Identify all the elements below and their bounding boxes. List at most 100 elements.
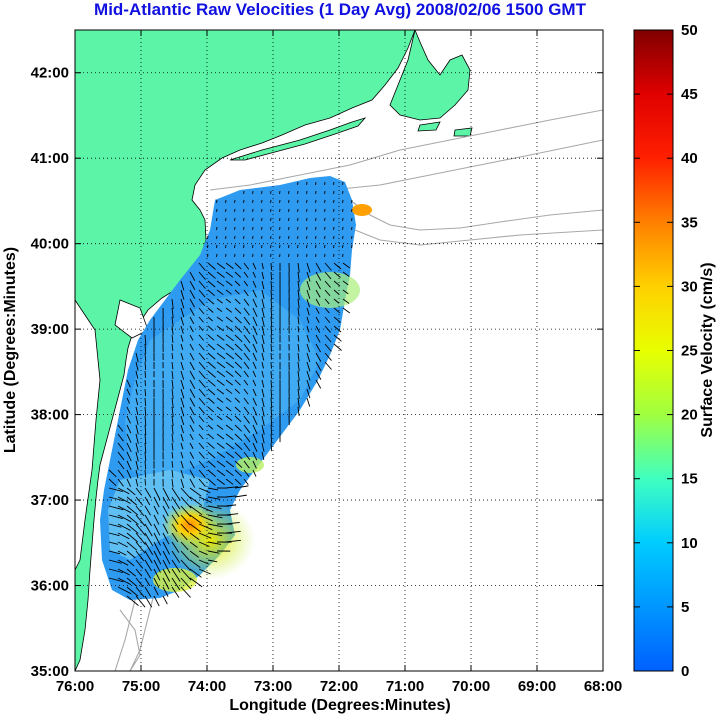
velocity-arrow bbox=[261, 361, 264, 369]
velocity-arrow bbox=[126, 460, 132, 471]
velocity-arrow bbox=[243, 469, 250, 477]
velocity-arrow bbox=[135, 541, 146, 554]
y-tick-label: 41:00 bbox=[31, 150, 69, 167]
velocity-arrow bbox=[297, 397, 300, 408]
velocity-arrow bbox=[171, 532, 179, 543]
velocity-arrow bbox=[153, 577, 160, 588]
velocity-arrow bbox=[162, 559, 171, 574]
velocity-arrow bbox=[234, 280, 241, 287]
velocity-arrow bbox=[135, 352, 139, 363]
velocity-arrow bbox=[144, 514, 152, 527]
velocity-arrow bbox=[180, 379, 185, 390]
velocity-arrow bbox=[108, 550, 121, 555]
velocity-arrow bbox=[126, 379, 131, 388]
velocity-arrow bbox=[225, 379, 234, 386]
velocity-arrow bbox=[135, 523, 146, 536]
velocity-arrow bbox=[198, 298, 206, 306]
velocity-arrow bbox=[153, 586, 159, 596]
colorbar-tick-label: 10 bbox=[681, 535, 698, 552]
velocity-arrow bbox=[171, 433, 174, 443]
velocity-arrow bbox=[198, 433, 204, 440]
velocity-arrow bbox=[297, 280, 300, 291]
velocity-arrow bbox=[261, 379, 265, 388]
plot-area bbox=[75, 30, 603, 671]
velocity-arrow bbox=[198, 379, 206, 388]
y-axis-ticks: 42:00 41:00 40:00 39:00 38:00 37:00 36:00 35:00 bbox=[31, 65, 603, 680]
velocity-arrow bbox=[189, 541, 198, 548]
velocity-arrow bbox=[117, 550, 127, 556]
velocity-arrow bbox=[216, 352, 226, 360]
velocity-arrow bbox=[198, 334, 205, 341]
velocity-arrow bbox=[234, 289, 240, 295]
velocity-arrow bbox=[243, 280, 249, 287]
velocity-arrow bbox=[315, 307, 320, 314]
velocity-arrow bbox=[117, 487, 130, 495]
velocity-arrow bbox=[207, 478, 216, 486]
velocity-arrow bbox=[144, 370, 147, 378]
velocity-arrow bbox=[171, 388, 174, 399]
velocity-arrow bbox=[225, 397, 232, 403]
velocity-arrow bbox=[126, 523, 139, 534]
velocity-arrow bbox=[306, 334, 310, 343]
velocity-arrow bbox=[207, 316, 213, 322]
velocity-arrow bbox=[153, 505, 159, 515]
velocity-arrow bbox=[144, 496, 151, 506]
velocity-arrow bbox=[180, 478, 185, 488]
velocity-arrow bbox=[126, 442, 132, 453]
velocity-arrow bbox=[234, 485, 249, 489]
velocity-arrow bbox=[306, 379, 311, 390]
velocity-arrow bbox=[189, 505, 203, 516]
velocity-arrow bbox=[126, 397, 131, 404]
velocity-arrow bbox=[198, 262, 206, 271]
velocity-arrow bbox=[216, 280, 225, 287]
velocity-arrow bbox=[252, 280, 257, 288]
velocity-arrow bbox=[243, 262, 250, 270]
velocity-arrow bbox=[189, 361, 195, 371]
velocity-arrow bbox=[144, 577, 151, 587]
velocity-arrow bbox=[126, 487, 136, 496]
velocity-arrow bbox=[315, 343, 321, 353]
velocity-arrow bbox=[153, 568, 161, 581]
y-tick-label: 37:00 bbox=[31, 492, 69, 509]
velocity-arrow bbox=[252, 388, 257, 397]
velocity-arrow bbox=[198, 370, 206, 379]
velocity-arrow bbox=[180, 577, 192, 590]
velocity-arrow bbox=[153, 487, 161, 500]
velocity-arrow bbox=[162, 550, 171, 565]
velocity-arrow bbox=[252, 325, 258, 336]
velocity-arrow bbox=[171, 316, 174, 327]
velocity-arrow bbox=[270, 271, 273, 281]
velocity-arrow bbox=[261, 307, 265, 318]
velocity-arrow bbox=[207, 307, 214, 313]
velocity-arrow bbox=[144, 532, 154, 546]
velocity-arrow bbox=[261, 334, 265, 345]
velocity-arrow bbox=[198, 406, 205, 414]
velocity-arrow bbox=[207, 460, 216, 468]
velocity-arrow bbox=[189, 316, 195, 325]
velocity-arrow bbox=[234, 478, 242, 485]
velocity-arrow bbox=[306, 361, 311, 372]
velocity-arrow bbox=[252, 460, 257, 469]
velocity-arrow bbox=[189, 487, 202, 497]
velocity-arrow bbox=[324, 307, 330, 314]
velocity-arrow bbox=[234, 370, 242, 378]
velocity-arrow bbox=[153, 541, 162, 556]
new-england-coast bbox=[389, 30, 471, 121]
velocity-arrow bbox=[207, 514, 223, 519]
velocity-arrow bbox=[225, 280, 233, 287]
velocity-arrow bbox=[180, 325, 184, 334]
y-tick-label: 38:00 bbox=[31, 407, 69, 424]
velocity-arrow bbox=[252, 289, 257, 298]
velocity-arrow bbox=[144, 343, 147, 354]
velocity-arrow bbox=[234, 469, 242, 477]
velocity-arrow bbox=[180, 316, 185, 326]
colorbar-tick-label: 50 bbox=[681, 22, 698, 39]
velocity-arrow bbox=[189, 343, 194, 351]
velocity-arrow bbox=[315, 316, 320, 323]
velocity-arrow bbox=[225, 522, 240, 525]
velocity-arrow bbox=[198, 352, 206, 361]
velocity-arrow bbox=[117, 586, 132, 595]
velocity-arrow bbox=[117, 505, 132, 514]
velocity-arrow bbox=[297, 289, 300, 300]
velocity-arrow bbox=[207, 550, 220, 554]
